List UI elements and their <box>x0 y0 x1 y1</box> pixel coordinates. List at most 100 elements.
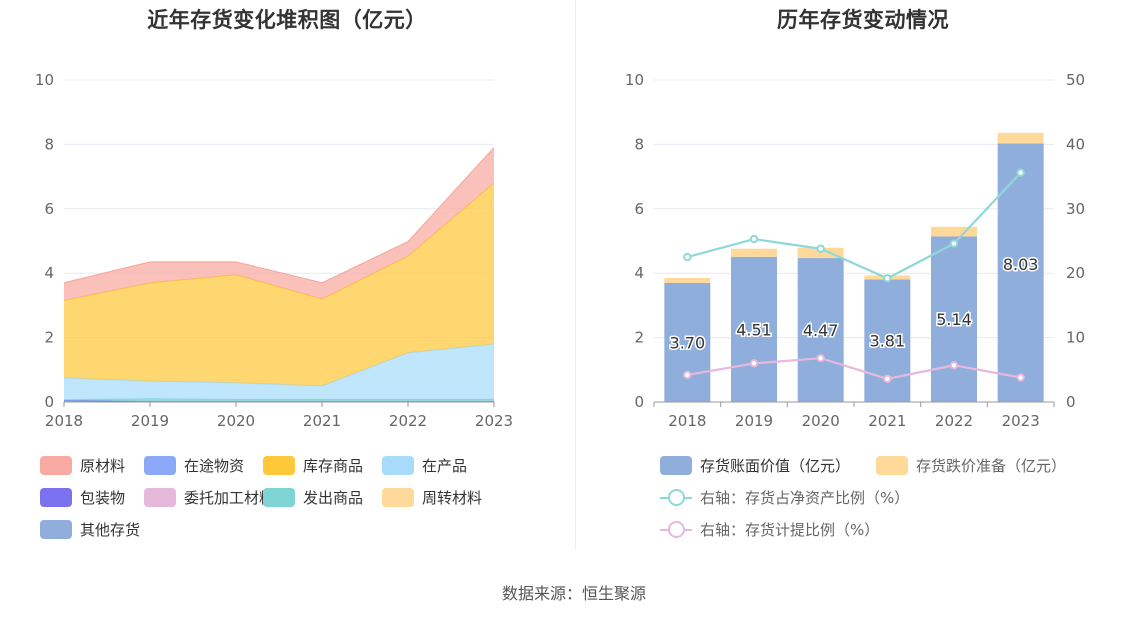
x-tick-label: 2020 <box>802 412 840 430</box>
legend-swatch <box>382 455 414 475</box>
line-point <box>883 374 892 384</box>
y-tick-label: 0 <box>634 393 644 411</box>
legend-label: 原材料 <box>80 456 126 475</box>
line-point <box>949 361 959 370</box>
legend-label: 在途物资 <box>184 456 245 475</box>
line-point <box>1016 373 1025 382</box>
legend-label: 库存商品 <box>303 456 364 475</box>
bar-impairment-reserve <box>997 132 1044 144</box>
legend-label: 右轴：存货占净资产比例（%） <box>700 488 910 507</box>
line-provision-ratio <box>687 357 1021 380</box>
bar-book-value <box>931 236 977 402</box>
bar-book-value <box>797 258 844 402</box>
panel-divider <box>575 0 576 550</box>
bar-value-label: 3.81 <box>870 332 906 351</box>
line-point <box>816 244 825 253</box>
y-tick-label: 8 <box>44 135 54 153</box>
x-tick-label: 2018 <box>668 412 706 430</box>
area-在产品 <box>64 344 494 400</box>
legend-item[interactable]: 右轴：存货计提比例（%） <box>660 518 879 540</box>
line-point <box>949 239 959 248</box>
legend-swatch <box>144 487 176 507</box>
bar-value-label: 8.03 <box>1003 255 1039 274</box>
y2-tick-label: 50 <box>1066 71 1085 89</box>
stacked-area-chart: 0 2 4 6 8 10 2018 2019 2020 2021 2022 2023 <box>35 71 513 430</box>
line-point <box>683 370 692 380</box>
line-point <box>749 359 759 368</box>
y2-tick-label: 20 <box>1066 264 1085 282</box>
legend-item[interactable]: 右轴：存货占净资产比例（%） <box>660 486 909 508</box>
legend-item[interactable]: 发出商品 <box>263 486 363 508</box>
legend-item[interactable]: 包装物 <box>40 486 125 508</box>
x-tick-label: 2023 <box>1002 412 1040 430</box>
y-tick-label: 6 <box>44 200 54 218</box>
legend-item[interactable]: 周转材料 <box>382 486 482 508</box>
legend-label: 在产品 <box>422 456 468 475</box>
y-tick-label: 4 <box>44 264 54 282</box>
legend-label: 委托加工材料 <box>184 488 275 507</box>
data-source-note: 数据来源：恒生聚源 <box>501 584 646 603</box>
bar-value-label: 5.14 <box>936 310 972 329</box>
legend-label: 存货账面价值（亿元） <box>700 456 851 475</box>
line-point <box>816 354 825 363</box>
legend-label: 右轴：存货计提比例（%） <box>700 520 880 539</box>
legend-swatch <box>660 455 692 475</box>
x-tick-label: 2021 <box>868 412 906 430</box>
y-tick-label: 8 <box>634 135 644 153</box>
y-tick-label: 0 <box>44 393 54 411</box>
line-point <box>749 234 759 244</box>
inventory-change-chart-panel: 历年存货变动情况 0 2 4 6 8 10 0 10 20 30 40 50 3.70 4.51 4.47 3… <box>576 0 1148 560</box>
y-tick-label: 4 <box>634 264 644 282</box>
legend-label: 其他存货 <box>80 520 141 539</box>
y2-tick-label: 10 <box>1066 329 1085 347</box>
bar-impairment-reserve <box>931 226 977 237</box>
legend-item[interactable]: 在产品 <box>382 454 467 476</box>
line-point <box>1016 168 1025 177</box>
legend-swatch <box>263 455 295 475</box>
y2-tick-label: 40 <box>1066 135 1085 153</box>
legend-swatch <box>382 487 414 507</box>
area-edge-原材料 <box>63 147 495 284</box>
right-chart-title: 历年存货变动情况 <box>777 8 949 32</box>
bar-value-label: 4.51 <box>736 320 772 339</box>
x-tick-label: 2019 <box>735 412 773 430</box>
y-tick-label: 2 <box>44 329 54 347</box>
bar-book-value <box>997 143 1044 402</box>
legend-item[interactable]: 存货跌价准备（亿元） <box>876 454 1066 476</box>
legend-swatch <box>263 487 295 507</box>
y2-tick-label: 30 <box>1066 200 1085 218</box>
line-inventory-net-asset-ratio <box>687 171 1022 280</box>
line-point <box>683 252 692 262</box>
x-tick-label: 2020 <box>217 412 255 430</box>
legend-swatch <box>876 455 908 475</box>
line-point <box>883 274 892 283</box>
y2-tick-label: 0 <box>1066 393 1076 411</box>
legend-item[interactable]: 库存商品 <box>263 454 363 476</box>
legend-swatch <box>40 455 72 475</box>
x-tick-label: 2022 <box>389 412 427 430</box>
area-库存商品 <box>64 183 494 386</box>
y-tick-label: 2 <box>634 329 644 347</box>
bar-impairment-reserve <box>731 248 777 257</box>
legend-swatch <box>40 487 72 507</box>
bar-book-value <box>731 256 777 402</box>
legend-swatch <box>660 520 692 539</box>
bar-line-combo-chart: 0 2 4 6 8 10 0 10 20 30 40 50 3.70 4.51 4.47 3.81 5.14 8.… <box>625 71 1085 430</box>
legend-item[interactable]: 委托加工材料 <box>144 486 274 508</box>
legend-item[interactable]: 其他存货 <box>40 518 140 540</box>
x-tick-label: 2019 <box>131 412 169 430</box>
legend-label: 包装物 <box>80 488 126 507</box>
left-chart-title: 近年存货变化堆积图（亿元） <box>147 8 427 32</box>
legend-swatch <box>40 519 72 539</box>
x-tick-label: 2021 <box>303 412 341 430</box>
bar-impairment-reserve <box>664 278 711 283</box>
legend-swatch <box>660 488 692 507</box>
x-tick-label: 2018 <box>45 412 83 430</box>
legend-label: 存货跌价准备（亿元） <box>916 456 1067 475</box>
legend-item[interactable]: 在途物资 <box>144 454 244 476</box>
y-tick-label: 10 <box>625 71 644 89</box>
legend-item[interactable]: 原材料 <box>40 454 125 476</box>
legend-item[interactable]: 存货账面价值（亿元） <box>660 454 850 476</box>
y-tick-label: 10 <box>35 71 54 89</box>
x-tick-label: 2023 <box>475 412 513 430</box>
